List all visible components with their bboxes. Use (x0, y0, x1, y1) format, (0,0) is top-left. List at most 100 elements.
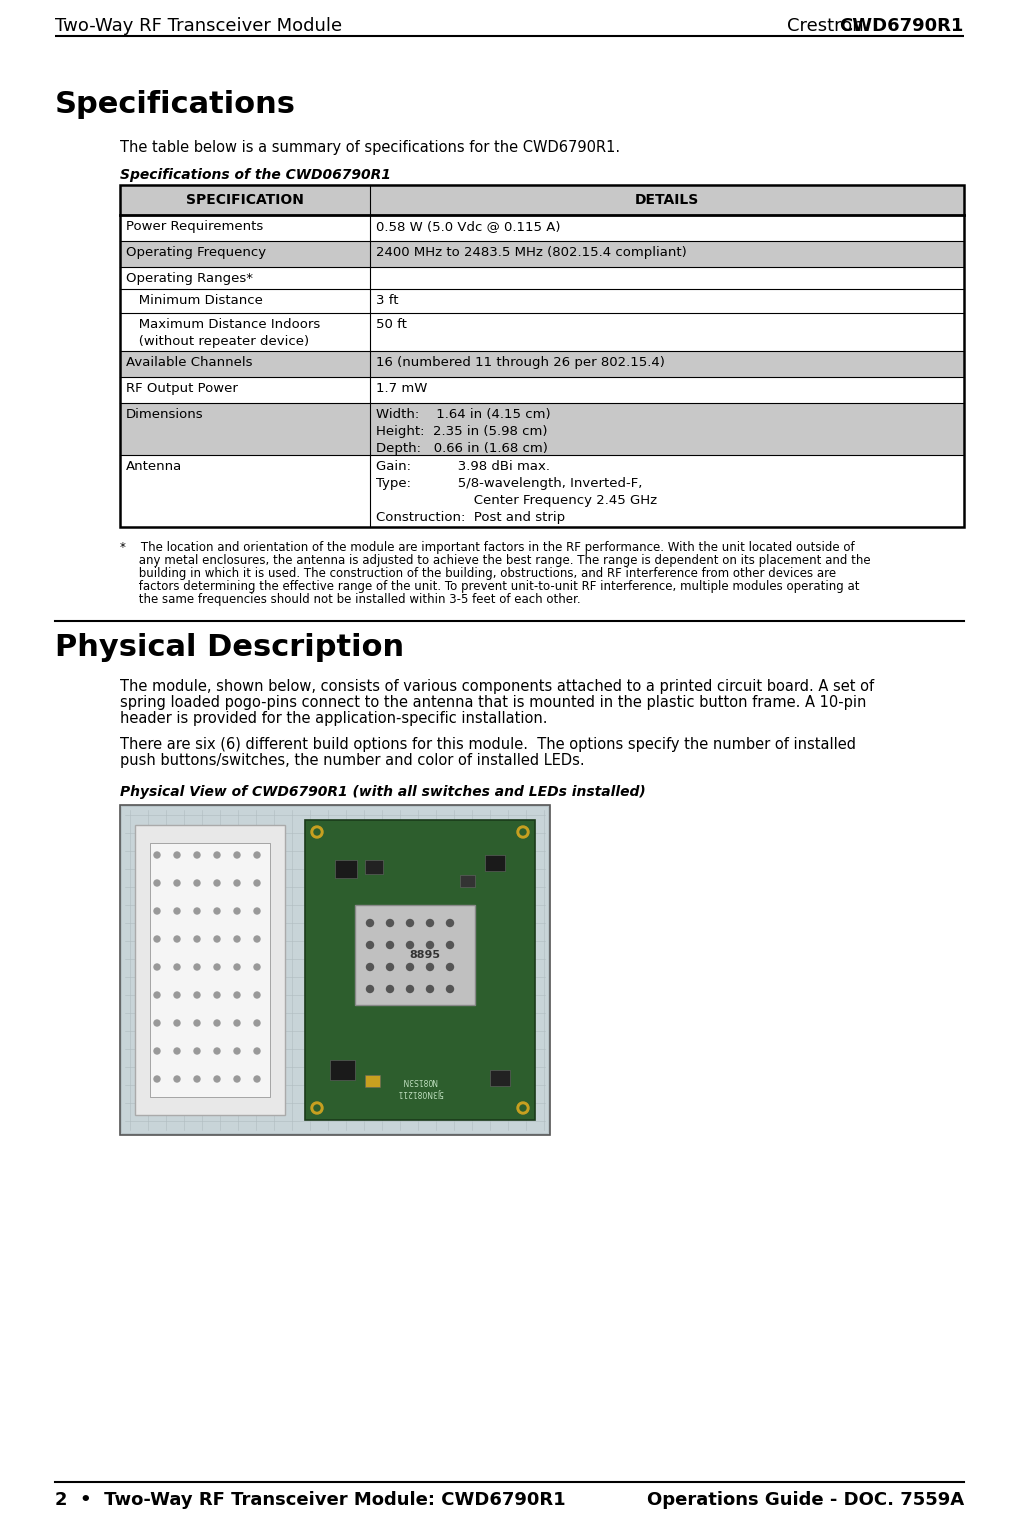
Text: N081S3N: N081S3N (403, 1076, 438, 1085)
Circle shape (174, 1048, 180, 1054)
Bar (120, 267, 964, 290)
Text: There are six (6) different build options for this module.  The options specify : There are six (6) different build option… (120, 737, 856, 752)
Circle shape (407, 963, 414, 971)
Circle shape (234, 963, 240, 969)
Circle shape (520, 1104, 526, 1110)
Circle shape (314, 828, 320, 834)
Circle shape (427, 942, 433, 948)
Circle shape (427, 986, 433, 992)
Circle shape (214, 880, 220, 886)
Circle shape (517, 825, 529, 837)
Text: 50 ft: 50 ft (376, 319, 407, 331)
Text: Crestron: Crestron (787, 17, 869, 35)
Circle shape (194, 936, 200, 942)
Text: CWD6790R1: CWD6790R1 (840, 17, 964, 35)
Text: Width:    1.64 in (4.15 cm)
Height:  2.35 in (5.98 cm)
Depth:   0.66 in (1.68 cm: Width: 1.64 in (4.15 cm) Height: 2.35 in… (376, 408, 550, 455)
Text: 0.58 W (5.0 Vdc @ 0.115 A): 0.58 W (5.0 Vdc @ 0.115 A) (376, 220, 560, 234)
Text: The module, shown below, consists of various components attached to a printed ci: The module, shown below, consists of var… (120, 680, 874, 693)
Text: DETAILS: DETAILS (635, 193, 699, 206)
Text: header is provided for the application-specific installation.: header is provided for the application-s… (120, 711, 547, 727)
Circle shape (386, 919, 393, 927)
Circle shape (254, 1019, 260, 1025)
Text: the same frequencies should not be installed within 3-5 feet of each other.: the same frequencies should not be insta… (120, 593, 581, 605)
Circle shape (194, 880, 200, 886)
Circle shape (407, 919, 414, 927)
Circle shape (154, 992, 160, 998)
Circle shape (154, 1048, 160, 1054)
Circle shape (367, 963, 374, 971)
Circle shape (154, 1076, 160, 1082)
Text: *    The location and orientation of the module are important factors in the RF : * The location and orientation of the mo… (120, 542, 855, 554)
Bar (120, 350, 964, 378)
Circle shape (174, 936, 180, 942)
Circle shape (214, 909, 220, 915)
Circle shape (174, 963, 180, 969)
Text: Operating Frequency: Operating Frequency (126, 246, 266, 259)
Circle shape (154, 1019, 160, 1025)
Bar (120, 290, 964, 313)
Bar (365, 1076, 380, 1088)
Text: 1.7 mW: 1.7 mW (376, 382, 427, 394)
Circle shape (427, 963, 433, 971)
Bar (135, 825, 285, 1115)
Text: Operations Guide - DOC. 7559A: Operations Guide - DOC. 7559A (647, 1491, 964, 1509)
Circle shape (194, 1048, 200, 1054)
Bar (365, 860, 383, 874)
Bar (490, 1069, 510, 1086)
Circle shape (234, 880, 240, 886)
Text: spring loaded pogo-pins connect to the antenna that is mounted in the plastic bu: spring loaded pogo-pins connect to the a… (120, 695, 866, 710)
Text: SPECIFICATION: SPECIFICATION (186, 193, 304, 206)
Circle shape (214, 853, 220, 859)
Bar (150, 843, 270, 1097)
Bar (305, 821, 535, 1120)
Bar (330, 1060, 355, 1080)
Circle shape (407, 942, 414, 948)
Circle shape (154, 936, 160, 942)
Circle shape (367, 919, 374, 927)
Circle shape (234, 936, 240, 942)
Text: Specifications of the CWD06790R1: Specifications of the CWD06790R1 (120, 168, 391, 182)
Text: push buttons/switches, the number and color of installed LEDs.: push buttons/switches, the number and co… (120, 752, 585, 768)
Circle shape (194, 1019, 200, 1025)
Bar (460, 875, 475, 887)
Text: Operating Ranges*: Operating Ranges* (126, 272, 253, 285)
Circle shape (311, 1101, 323, 1113)
Circle shape (427, 919, 433, 927)
Bar (485, 856, 505, 871)
Text: Dimensions: Dimensions (126, 408, 204, 422)
Circle shape (174, 992, 180, 998)
Text: Power Requirements: Power Requirements (126, 220, 263, 234)
Bar (120, 806, 550, 1135)
Circle shape (386, 942, 393, 948)
Circle shape (174, 1076, 180, 1082)
Bar (120, 185, 964, 526)
Circle shape (154, 963, 160, 969)
Bar (120, 241, 964, 267)
Text: 3 ft: 3 ft (376, 294, 398, 306)
Circle shape (254, 853, 260, 859)
Text: building in which it is used. The construction of the building, obstructions, an: building in which it is used. The constr… (120, 567, 837, 579)
Circle shape (194, 963, 200, 969)
Circle shape (234, 909, 240, 915)
Bar (120, 404, 964, 455)
Text: The table below is a summary of specifications for the CWD6790R1.: The table below is a summary of specific… (120, 140, 621, 155)
Text: factors determining the effective range of the unit. To prevent unit-to-unit RF : factors determining the effective range … (120, 579, 859, 593)
Text: RF Output Power: RF Output Power (126, 382, 237, 394)
Text: any metal enclosures, the antenna is adjusted to achieve the best range. The ran: any metal enclosures, the antenna is adj… (120, 554, 870, 567)
Circle shape (194, 1076, 200, 1082)
Circle shape (254, 880, 260, 886)
Circle shape (174, 853, 180, 859)
Text: 2  •  Two-Way RF Transceiver Module: CWD6790R1: 2 • Two-Way RF Transceiver Module: CWD67… (55, 1491, 566, 1509)
Bar (122, 807, 548, 1133)
Circle shape (446, 986, 453, 992)
Bar (335, 860, 357, 878)
Circle shape (234, 1048, 240, 1054)
Text: Physical View of CWD6790R1 (with all switches and LEDs installed): Physical View of CWD6790R1 (with all swi… (120, 784, 646, 799)
Text: Available Channels: Available Channels (126, 356, 253, 369)
Bar (120, 185, 964, 215)
Text: Minimum Distance: Minimum Distance (126, 294, 263, 306)
Circle shape (194, 909, 200, 915)
Circle shape (214, 963, 220, 969)
Circle shape (314, 1104, 320, 1110)
Text: Two-Way RF Transceiver Module: Two-Way RF Transceiver Module (55, 17, 342, 35)
